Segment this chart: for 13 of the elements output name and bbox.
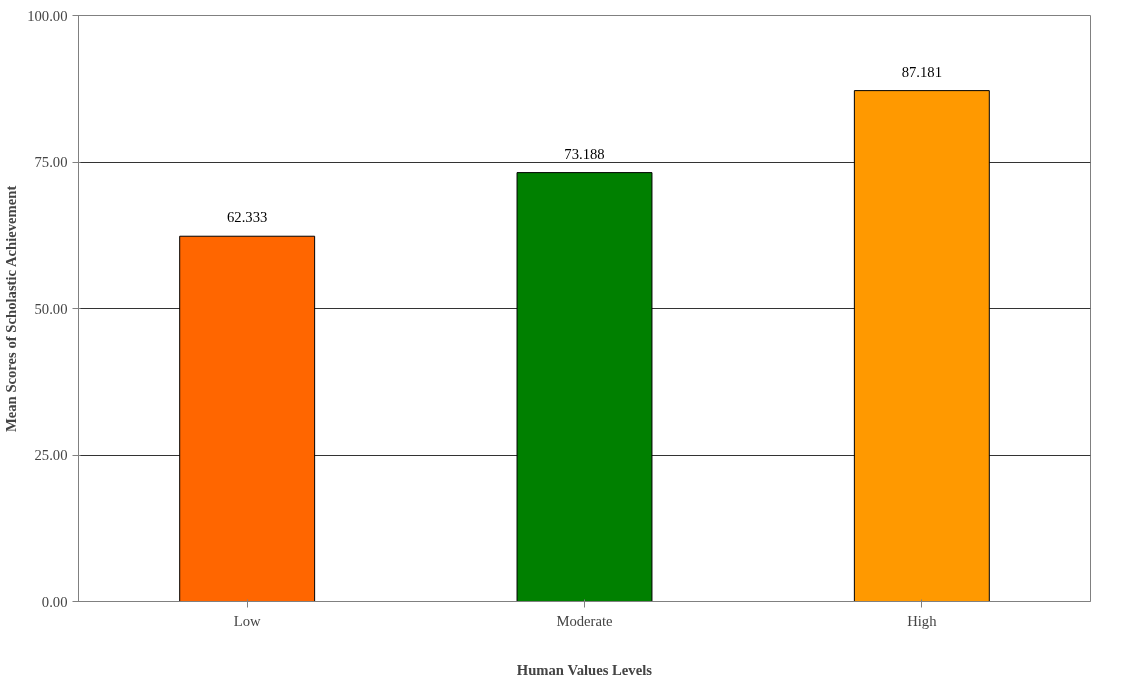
y-tick-label: 75.00 (34, 154, 68, 170)
y-tick-label: 50.00 (34, 300, 68, 317)
x-axis-title: Human Values Levels (516, 661, 653, 678)
data-label: 87.181 (901, 63, 942, 80)
data-label: 73.188 (564, 145, 605, 162)
x-tick-label: Moderate (556, 612, 613, 629)
x-tick-label: High (907, 612, 938, 629)
y-tick-label: 25.00 (34, 447, 68, 463)
y-axis-title: Mean Scores of Scholastic Achievement (3, 185, 20, 433)
x-tick-label: Low (233, 612, 262, 629)
y-tick-label: 0.00 (41, 593, 68, 610)
data-label: 62.333 (227, 209, 268, 226)
y-tick-label: 100.00 (27, 7, 68, 24)
